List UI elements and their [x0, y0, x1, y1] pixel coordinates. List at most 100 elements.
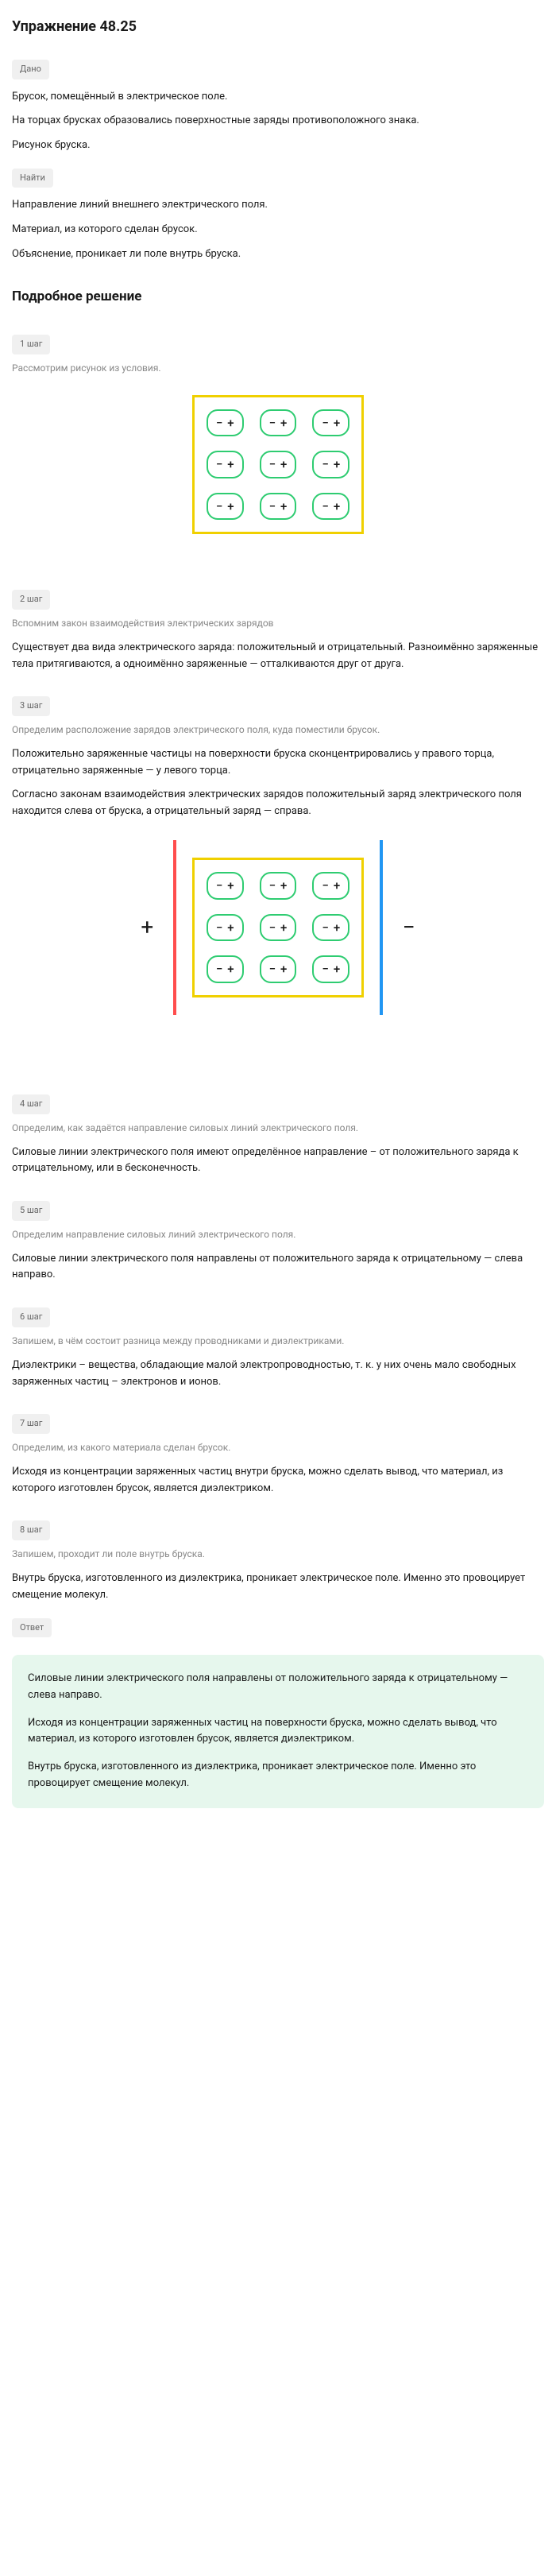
bar-row: −+ −+ −+	[207, 409, 349, 437]
given-badge: Дано	[12, 60, 49, 79]
minus-sign: −	[269, 498, 276, 516]
positive-plate	[173, 840, 176, 1015]
plus-sign: +	[280, 877, 287, 895]
dipole-cell: −+	[260, 914, 297, 942]
minus-sign: −	[322, 919, 328, 937]
find-badge: Найти	[12, 169, 53, 188]
step-body: Силовые линии электрического поля имеют …	[12, 1145, 544, 1178]
plus-sign: +	[280, 498, 287, 516]
step-badge: 6 шаг	[12, 1307, 50, 1327]
bar-row: −+ −+ −+	[207, 872, 349, 900]
step-desc: Запишем, в чём состоит разница между про…	[12, 1334, 544, 1348]
step-badge: 1 шаг	[12, 335, 50, 354]
minus-sign: −	[322, 877, 328, 895]
step-badge: 5 шаг	[12, 1201, 50, 1221]
minus-sign: −	[216, 414, 222, 432]
solution-title: Подробное решение	[12, 287, 544, 308]
dipole-cell: −+	[207, 872, 244, 900]
dipole-cell: −+	[312, 451, 349, 478]
dipole-cell: −+	[207, 409, 244, 437]
dipole-cell: −+	[260, 872, 297, 900]
step-body: Внутрь бруска, изготовленного из диэлект…	[12, 1571, 544, 1604]
step-desc: Определим, как задаётся направление сило…	[12, 1121, 544, 1135]
step-desc: Определим направление силовых линий элек…	[12, 1227, 544, 1242]
given-line: Рисунок бруска.	[12, 138, 544, 154]
step-badge: 7 шаг	[12, 1414, 50, 1434]
answer-line: Силовые линии электрического поля направ…	[28, 1671, 528, 1704]
minus-sign: −	[269, 455, 276, 474]
bar-diagram: −+ −+ −+ −+ −+ −+ −+ −+ −+	[12, 395, 544, 535]
bar-row: −+ −+ −+	[207, 955, 349, 983]
dipole-cell: −+	[207, 451, 244, 478]
minus-sign: −	[322, 498, 328, 516]
step-desc: Определим, из какого материала сделан бр…	[12, 1440, 544, 1455]
bar-row: −+ −+ −+	[207, 493, 349, 521]
plus-sign: +	[280, 414, 287, 432]
plus-sign: +	[334, 877, 340, 895]
dipole-cell: −+	[207, 955, 244, 983]
step-badge: 4 шаг	[12, 1094, 50, 1114]
dipole-cell: −+	[260, 451, 297, 478]
minus-sign: −	[269, 960, 276, 978]
step-body: Диэлектрики – вещества, обладающие малой…	[12, 1358, 544, 1391]
dipole-cell: −+	[260, 955, 297, 983]
minus-sign: −	[322, 455, 328, 474]
bar-outline: −+ −+ −+ −+ −+ −+ −+ −+ −+	[192, 395, 364, 535]
plus-sign: +	[334, 919, 340, 937]
answer-box: Силовые линии электрического поля направ…	[12, 1655, 544, 1808]
step-badge: 8 шаг	[12, 1520, 50, 1540]
step-body: Положительно заряженные частицы на повер…	[12, 746, 544, 780]
step-desc: Вспомним закон взаимодействия электричес…	[12, 616, 544, 630]
plus-sign: +	[227, 960, 234, 978]
minus-sign: −	[322, 414, 328, 432]
bar-row: −+ −+ −+	[207, 451, 349, 478]
dipole-cell: −+	[260, 493, 297, 521]
minus-sign: −	[216, 960, 222, 978]
step-body: Силовые линии электрического поля направ…	[12, 1251, 544, 1284]
find-line: Направление линий внешнего электрическог…	[12, 197, 544, 214]
plus-sign: +	[334, 414, 340, 432]
bar-row: −+ −+ −+	[207, 914, 349, 942]
answer-line: Внутрь бруска, изготовленного из диэлект…	[28, 1759, 528, 1792]
dipole-cell: −+	[312, 493, 349, 521]
find-line: Объяснение, проникает ли поле внутрь бру…	[12, 246, 544, 263]
step-desc: Определим расположение зарядов электриче…	[12, 722, 544, 737]
answer-line: Исходя из концентрации заряженных частиц…	[28, 1715, 528, 1749]
plus-sign: +	[227, 877, 234, 895]
dipole-cell: −+	[312, 872, 349, 900]
minus-sign: −	[269, 877, 276, 895]
minus-plate-label: −	[399, 911, 419, 944]
plus-sign: +	[334, 455, 340, 474]
plus-plate-label: +	[137, 911, 157, 944]
given-line: Брусок, помещённый в электрическое поле.	[12, 89, 544, 106]
plus-sign: +	[334, 960, 340, 978]
dipole-cell: −+	[207, 914, 244, 942]
step-body: Согласно законам взаимодействия электрич…	[12, 787, 544, 820]
plus-sign: +	[227, 414, 234, 432]
minus-sign: −	[269, 919, 276, 937]
bar-outline: −+ −+ −+ −+ −+ −+ −+ −+ −+	[192, 858, 364, 997]
given-line: На торцах брусках образовались поверхнос…	[12, 113, 544, 130]
plus-sign: +	[280, 455, 287, 474]
step-badge: 2 шаг	[12, 590, 50, 610]
minus-sign: −	[216, 498, 222, 516]
minus-sign: −	[269, 414, 276, 432]
step-desc: Рассмотрим рисунок из условия.	[12, 361, 544, 375]
find-line: Материал, из которого сделан брусок.	[12, 222, 544, 238]
dipole-cell: −+	[312, 914, 349, 942]
exercise-title: Упражнение 48.25	[12, 16, 544, 37]
step-body: Существует два вида электрического заряд…	[12, 640, 544, 673]
plus-sign: +	[280, 960, 287, 978]
minus-sign: −	[322, 960, 328, 978]
dipole-cell: −+	[260, 409, 297, 437]
step-desc: Запишем, проходит ли поле внутрь бруска.	[12, 1547, 544, 1561]
plus-sign: +	[227, 498, 234, 516]
minus-sign: −	[216, 455, 222, 474]
dipole-cell: −+	[312, 409, 349, 437]
dipole-cell: −+	[207, 493, 244, 521]
plus-sign: +	[334, 498, 340, 516]
answer-badge: Ответ	[12, 1618, 52, 1638]
minus-sign: −	[216, 877, 222, 895]
plus-sign: +	[227, 919, 234, 937]
field-diagram: + −+ −+ −+ −+ −+ −+ −+ −+ −+ −	[12, 840, 544, 1015]
